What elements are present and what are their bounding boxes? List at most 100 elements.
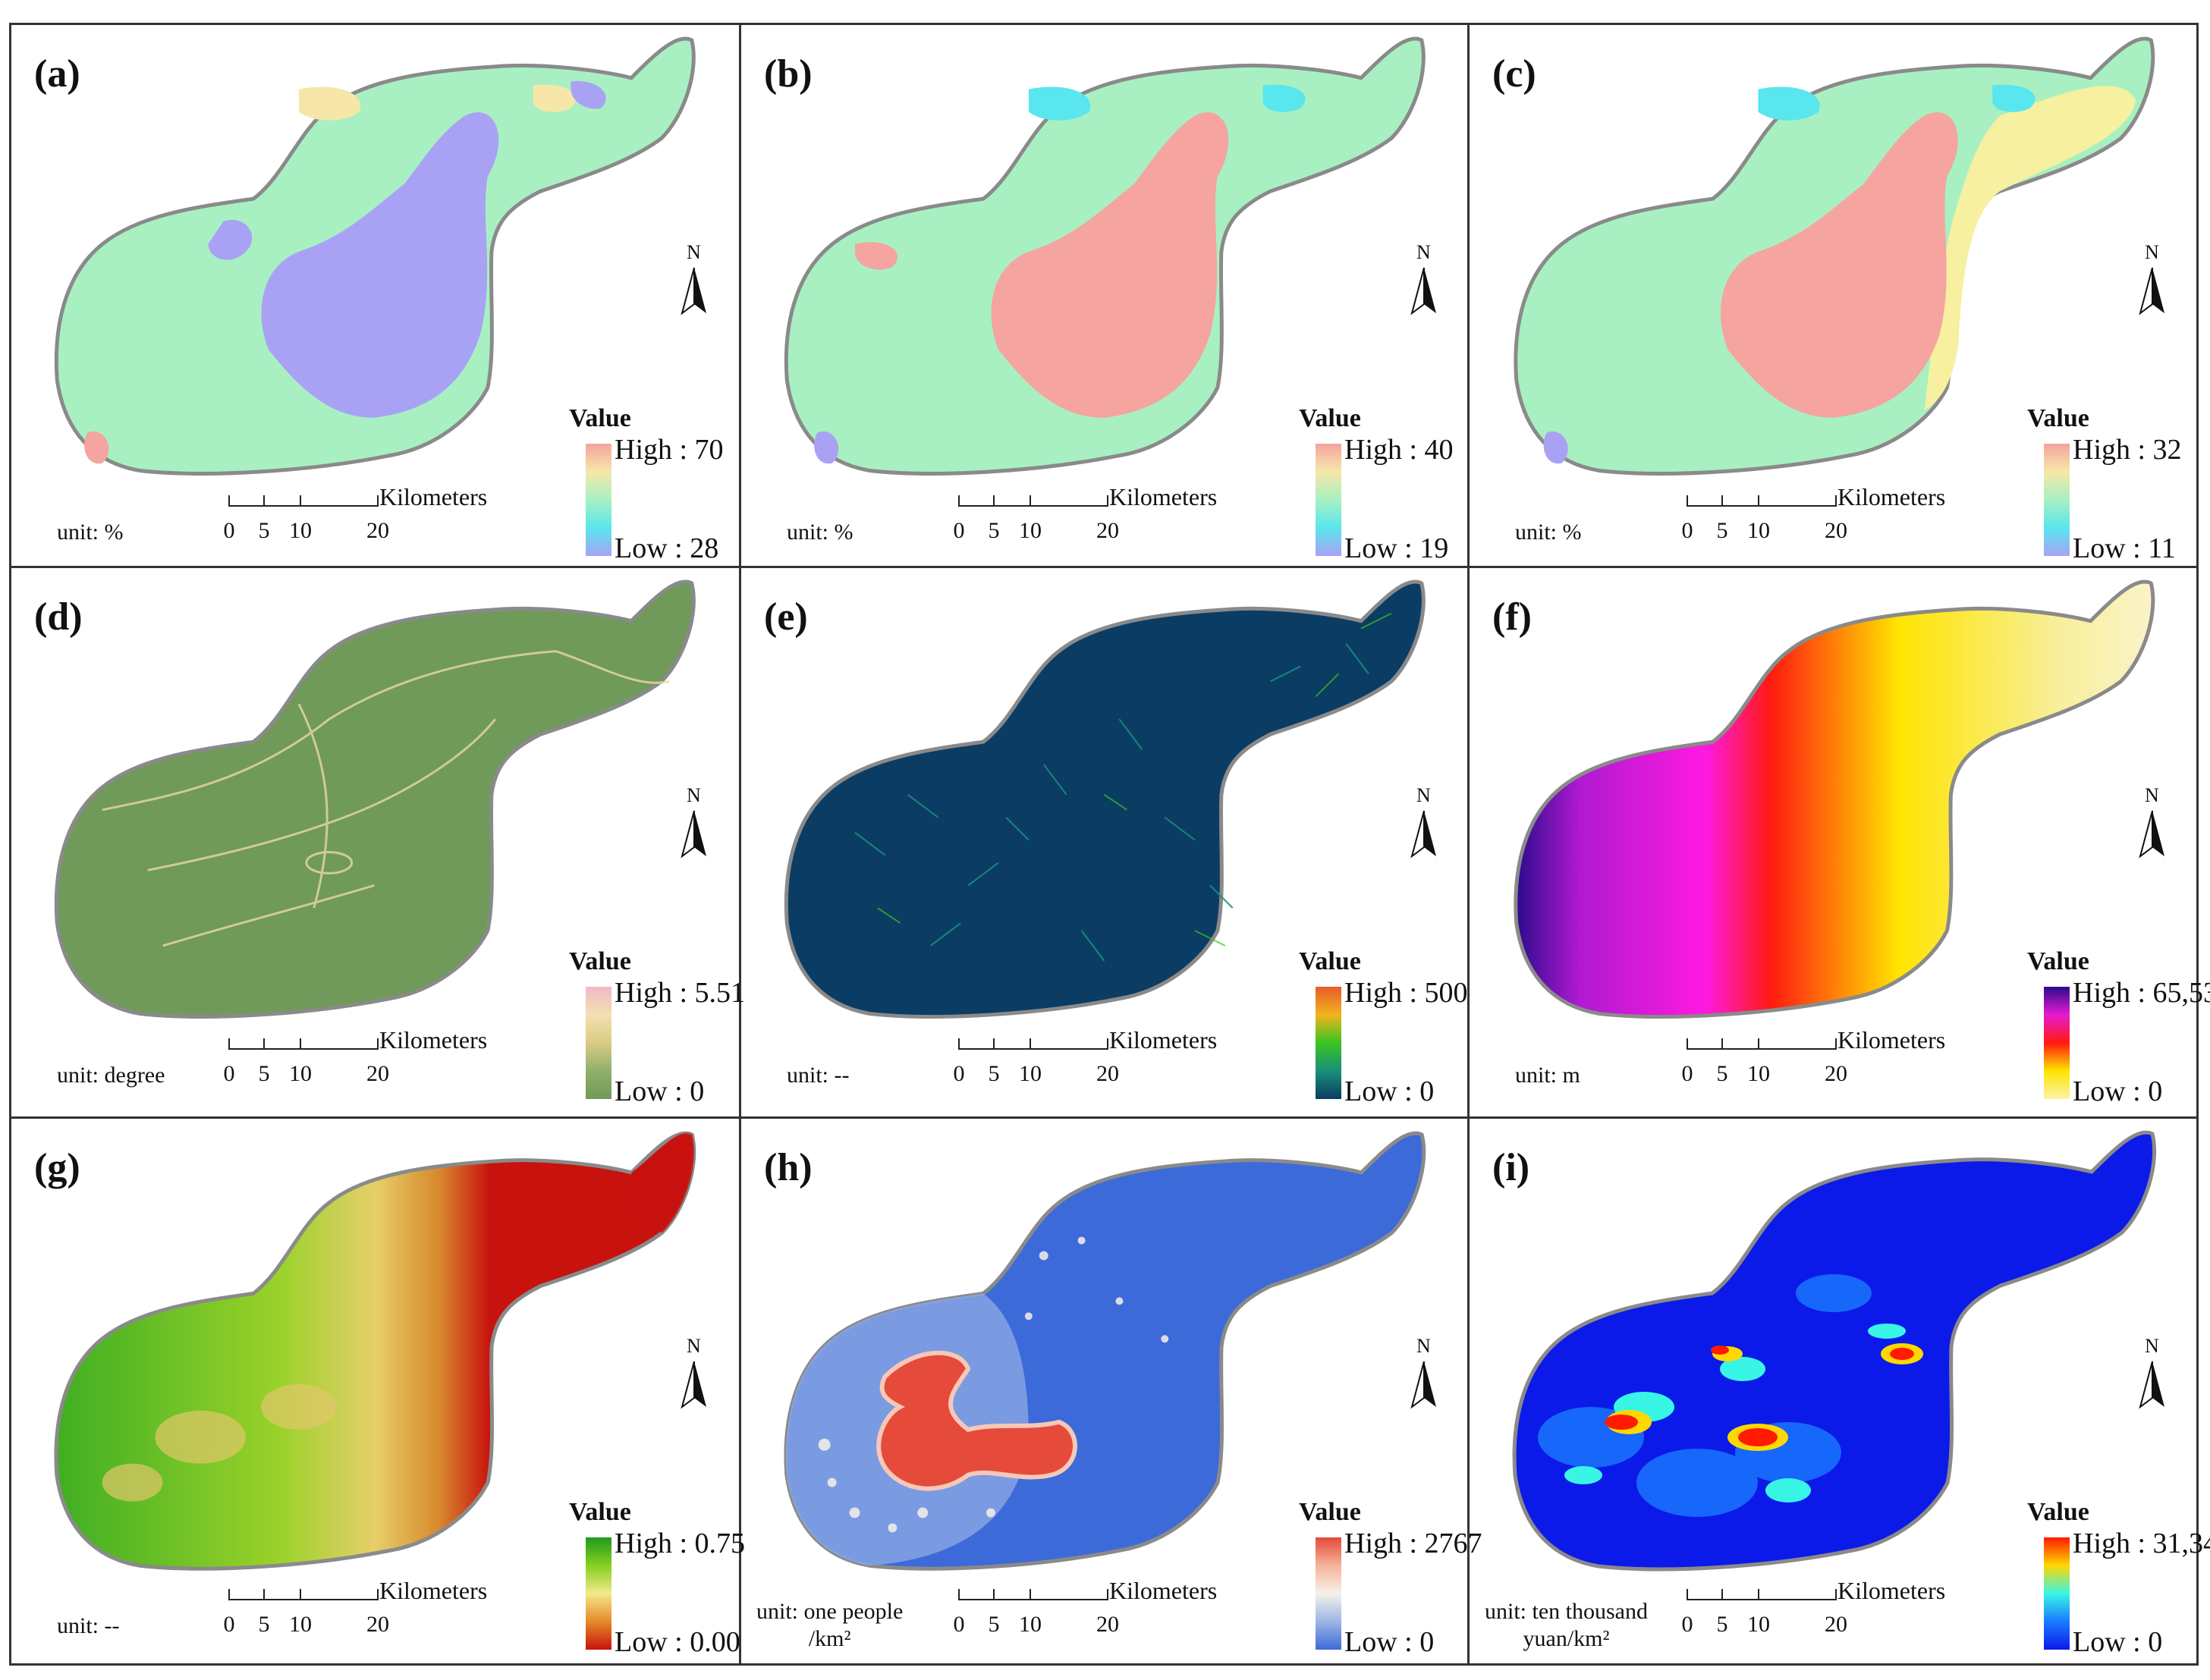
legend: Value High : 5.51 Low : 0 (569, 947, 745, 1107)
panel-a: (a) N Value High : 70 Low : 28 unit: % K… (11, 25, 741, 568)
panel-c: (c) N Value High : 32 Low : 11 unit: % K… (1470, 25, 2198, 568)
north-label: N (687, 241, 701, 263)
legend-color-ramp (1316, 1537, 1341, 1650)
legend-low: Low : 11 (2073, 532, 2176, 564)
scale-bar: Kilometers 0 5 10 20 (1682, 1026, 2004, 1093)
panel-label: (e) (764, 595, 808, 639)
scale-bar: Kilometers 0 5 10 20 (953, 483, 1276, 550)
scale-bar-title: Kilometers (1837, 1577, 1946, 1604)
legend: Value High : 31,347 Low : 0 (2027, 1498, 2210, 1658)
north-arrow-icon (681, 1361, 706, 1409)
scale-tick: 20 (1825, 1061, 1847, 1086)
legend-low: Low : 28 (615, 532, 719, 564)
scale-tick: 20 (366, 1061, 389, 1086)
scale-bar-title: Kilometers (379, 1026, 488, 1054)
legend: Value High : 40 Low : 19 (1299, 404, 1473, 564)
scale-bar-graphic (1687, 1038, 1837, 1050)
scale-tick: 20 (1825, 1612, 1847, 1637)
legend-title: Value (569, 1498, 631, 1526)
scale-tick: 10 (289, 518, 312, 543)
panel-label: (i) (1492, 1146, 1530, 1189)
scale-bar-title: Kilometers (1109, 1026, 1218, 1054)
scale-tick: 0 (953, 1612, 965, 1637)
scale-bar: Kilometers 0 5 10 20 (953, 1577, 1276, 1644)
unit-label: unit: m (1515, 1063, 1580, 1088)
north-label: N (1416, 1335, 1431, 1357)
scale-bar-graphic (958, 1589, 1108, 1600)
north-arrow: N (679, 784, 709, 860)
unit-line-2: yuan/km² (1523, 1626, 1610, 1651)
legend-high: High : 70 (615, 434, 724, 466)
unit-line-1: unit: ten thousand (1485, 1599, 1648, 1624)
north-arrow: N (2137, 1335, 2168, 1411)
scale-tick: 0 (223, 1061, 235, 1086)
scale-tick: 10 (289, 1061, 312, 1086)
scale-bar-title: Kilometers (379, 1577, 488, 1604)
scale-bar: Kilometers 0 5 10 20 (1682, 483, 2004, 550)
panel-i: (i) N Value High : 31,347 Low : 0 unit: … (1470, 1119, 2210, 1663)
unit-line-1: unit: one people (756, 1599, 904, 1624)
legend-low: Low : 0 (1344, 1626, 1435, 1658)
unit-label: unit: % (1515, 520, 1582, 545)
legend: Value High : 500 Low : 0 (1299, 947, 1473, 1107)
legend-high: High : 0.75 (615, 1528, 746, 1559)
north-label: N (2145, 241, 2159, 263)
legend-title: Value (2027, 404, 2089, 432)
north-arrow: N (1409, 241, 1439, 317)
legend-high: High : 500 (1344, 977, 1468, 1009)
legend-color-ramp (586, 987, 611, 1099)
legend-title: Value (2027, 1498, 2089, 1526)
north-arrow: N (1409, 1335, 1439, 1411)
north-label: N (687, 784, 701, 806)
legend-title: Value (569, 404, 631, 432)
scale-tick: 0 (1681, 518, 1693, 543)
unit-label: unit: % (57, 520, 124, 545)
legend-low: Low : 0 (1344, 1076, 1435, 1107)
scale-bar-graphic (1687, 1589, 1837, 1600)
legend-low: Low : 0 (615, 1076, 705, 1107)
legend-high: High : 31,347 (2073, 1528, 2210, 1559)
north-arrow-icon (1410, 810, 1436, 859)
panel-b: (b) N Value High : 40 Low : 19 unit: % K… (741, 25, 1470, 568)
legend-low: Low : 0 (2073, 1076, 2163, 1107)
panel-label: (g) (34, 1146, 80, 1189)
scale-tick: 10 (1019, 518, 1042, 543)
legend: Value High : 70 Low : 28 (569, 404, 743, 564)
north-label: N (2145, 784, 2159, 806)
legend-low: Low : 19 (1344, 532, 1449, 564)
north-arrow-icon (1410, 1361, 1436, 1409)
scale-tick: 10 (1019, 1061, 1042, 1086)
legend-title: Value (2027, 947, 2089, 975)
scale-tick: 20 (1096, 1061, 1119, 1086)
north-arrow-icon (2139, 810, 2164, 859)
scale-tick: 5 (258, 518, 270, 543)
panel-label: (h) (764, 1146, 813, 1189)
scale-bar-title: Kilometers (1109, 483, 1218, 510)
legend-color-ramp (1316, 444, 1341, 556)
north-arrow-icon (1410, 267, 1436, 316)
legend-high: High : 65,535 (2073, 977, 2210, 1009)
unit-label: unit: -- (787, 1063, 850, 1088)
panel-g: (g) N Value High : 0.75 Low : 0.00 unit:… (11, 1119, 745, 1663)
scale-tick: 10 (1747, 518, 1770, 543)
figure-grid: (a) N Value High : 70 Low : 28 unit: % K… (9, 23, 2210, 1666)
unit-label: unit: degree (57, 1063, 165, 1088)
legend-high: High : 32 (2073, 434, 2182, 466)
map-a (54, 36, 696, 476)
north-label: N (2145, 1335, 2159, 1357)
legend-color-ramp (586, 1537, 611, 1650)
scale-tick: 0 (953, 518, 965, 543)
scale-bar-title: Kilometers (1837, 483, 1946, 510)
legend-title: Value (1299, 947, 1361, 975)
scale-tick: 5 (1716, 1612, 1728, 1637)
scale-tick: 10 (1747, 1061, 1770, 1086)
scale-tick: 5 (988, 518, 1000, 543)
scale-tick: 20 (366, 518, 389, 543)
scale-bar-graphic (958, 1038, 1108, 1050)
scale-tick: 5 (988, 1612, 1000, 1637)
scale-bar: Kilometers 0 5 10 20 (1682, 1577, 2004, 1644)
scale-tick: 10 (1019, 1612, 1042, 1637)
scale-bar: Kilometers 0 5 10 20 (224, 1026, 546, 1093)
scale-bar-graphic (1687, 495, 1837, 507)
map-d (54, 579, 696, 1019)
